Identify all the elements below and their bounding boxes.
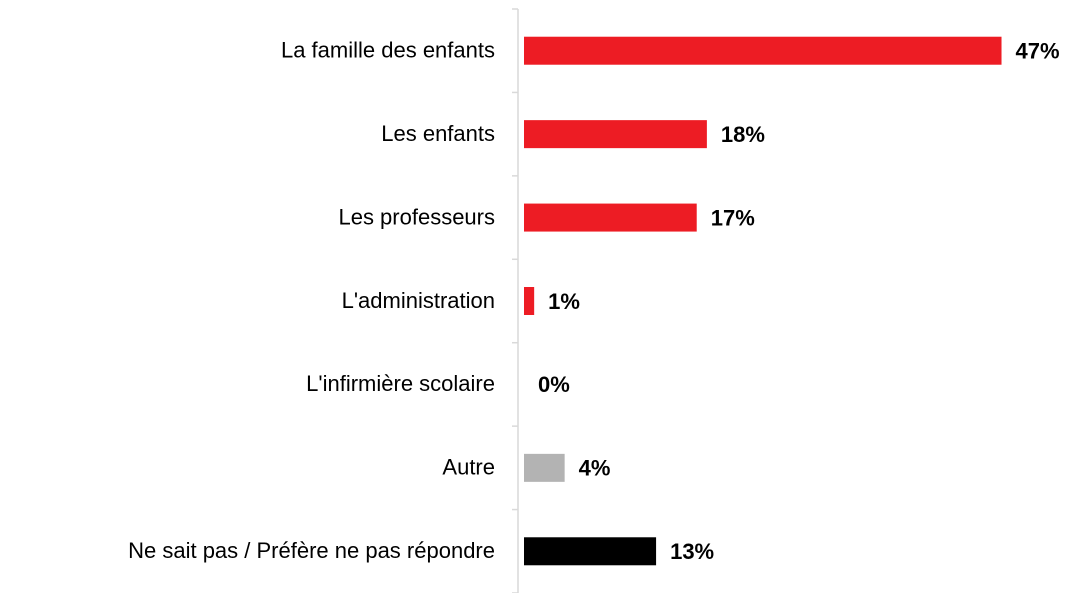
bar — [524, 453, 565, 482]
bar — [524, 537, 657, 566]
category-label: Les enfants — [381, 121, 495, 146]
category-label: Autre — [442, 455, 495, 480]
value-label: 1% — [548, 289, 580, 314]
value-label: 0% — [538, 372, 570, 397]
value-label: 18% — [721, 122, 765, 147]
bar — [524, 287, 535, 315]
category-label: L'administration — [342, 288, 495, 313]
bar — [524, 120, 707, 149]
value-label: 17% — [711, 205, 755, 230]
bar — [524, 36, 1002, 65]
category-label: Ne sait pas / Préfère ne pas répondre — [128, 538, 495, 563]
category-label: L'infirmière scolaire — [306, 371, 495, 396]
value-label: 47% — [1016, 39, 1060, 64]
category-label: La famille des enfants — [281, 38, 495, 63]
value-label: 4% — [579, 456, 611, 481]
bar — [524, 203, 697, 232]
category-label: Les professeurs — [338, 204, 495, 229]
value-label: 13% — [670, 539, 714, 564]
